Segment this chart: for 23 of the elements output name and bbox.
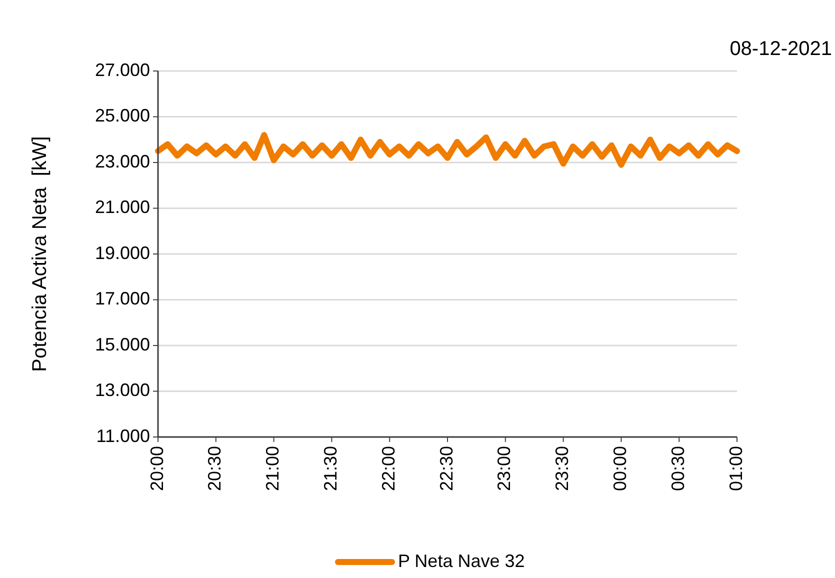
y-axis-title: Potencia Activa Neta [kW] (29, 136, 51, 372)
legend-label: P Neta Nave 32 (398, 550, 525, 571)
x-tick-label: 20:00 (146, 446, 167, 492)
y-tick-label: 25.000 (94, 106, 150, 126)
x-tick-label: 01:00 (726, 446, 746, 492)
y-tick-label: 19.000 (94, 242, 150, 263)
x-tick-label: 00:30 (668, 446, 688, 492)
x-tick-label: 21:00 (262, 446, 283, 492)
x-tick-label: 00:00 (610, 446, 630, 492)
x-tick-label: 22:30 (436, 446, 456, 492)
y-tick-label: 11.000 (96, 426, 150, 446)
y-tick-label: 15.000 (94, 334, 150, 354)
y-tick-label: 23.000 (94, 151, 150, 172)
y-tick-label: 17.000 (94, 288, 150, 308)
x-tick-label: 20:30 (204, 446, 225, 492)
y-tick-label: 13.000 (94, 380, 150, 400)
x-tick-label: 21:30 (320, 446, 340, 492)
y-tick-label: 21.000 (94, 197, 150, 217)
x-tick-label: 23:30 (552, 446, 572, 492)
x-tick-label: 22:00 (378, 446, 398, 492)
y-tick-label: 27.000 (94, 60, 150, 80)
text: 08-12-2021 (730, 38, 832, 60)
x-tick-label: 23:00 (494, 446, 514, 492)
